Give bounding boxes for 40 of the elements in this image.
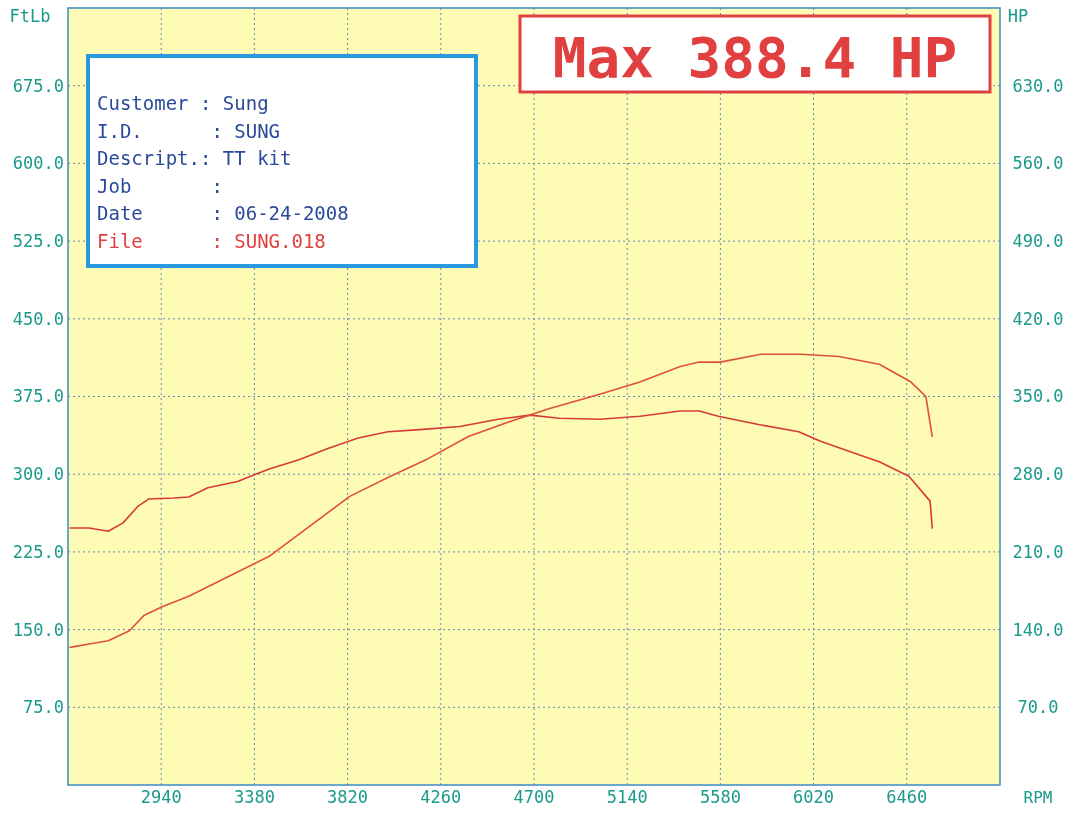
- y-tick-label: 600.0: [12, 153, 64, 174]
- x-tick-label: 6020: [793, 787, 835, 807]
- y2-tick-label: 280.0: [1012, 464, 1064, 485]
- y-tick-label: 525.0: [12, 231, 64, 252]
- x-tick-label: 3820: [327, 787, 369, 807]
- y2-tick-label: 140.0: [1012, 619, 1064, 640]
- annotation: Job :: [97, 174, 223, 197]
- y2-tick-label: 420.0: [1012, 308, 1064, 329]
- y2-tick-label: 210.0: [1012, 541, 1064, 562]
- x-tick-label: 3380: [233, 787, 275, 807]
- y2-tick-label: 630.0: [1012, 75, 1064, 96]
- y-axis-title: FtLb: [9, 6, 51, 26]
- y2-tick-label: 560.0: [1012, 153, 1064, 174]
- x-tick-label: 4260: [420, 787, 462, 807]
- line-series: [69, 353, 934, 649]
- annotation: File : SUNG.018: [97, 229, 326, 252]
- y-tick-label: 225.0: [12, 541, 64, 562]
- x-tick-label: 5140: [606, 787, 648, 807]
- x-axis-title: RPM: [1023, 788, 1053, 807]
- y2-axis-title: HP: [1007, 6, 1029, 26]
- y-tick-label: 675.0: [12, 75, 64, 96]
- y-tick-label: 150.0: [12, 619, 64, 640]
- peak-power-panel: Max 388.4 HP: [518, 14, 992, 94]
- y-tick-label: 300.0: [12, 464, 64, 485]
- line-series: [69, 410, 934, 532]
- x-tick-label: 6460: [886, 787, 928, 807]
- annotation: I.D. : SUNG: [97, 119, 281, 142]
- annotation: Date : 06-24-2008: [97, 202, 349, 224]
- annotation: Customer : Sung: [97, 92, 269, 114]
- annotation: Descript.: TT kit: [97, 147, 292, 169]
- y2-tick-label: 490.0: [1012, 231, 1064, 252]
- x-tick-label: 4700: [513, 787, 555, 807]
- annotation: Max 388.4 HP: [552, 25, 958, 90]
- y2-tick-label: 350.0: [1012, 386, 1064, 407]
- y-tick-label: 375.0: [12, 386, 64, 407]
- x-tick-label: 5580: [699, 787, 741, 807]
- y2-tick-label: 70.0: [1017, 697, 1059, 718]
- x-tick-label: 2940: [140, 787, 182, 807]
- y-tick-label: 450.0: [12, 308, 64, 329]
- y-tick-label: 75.0: [23, 697, 64, 718]
